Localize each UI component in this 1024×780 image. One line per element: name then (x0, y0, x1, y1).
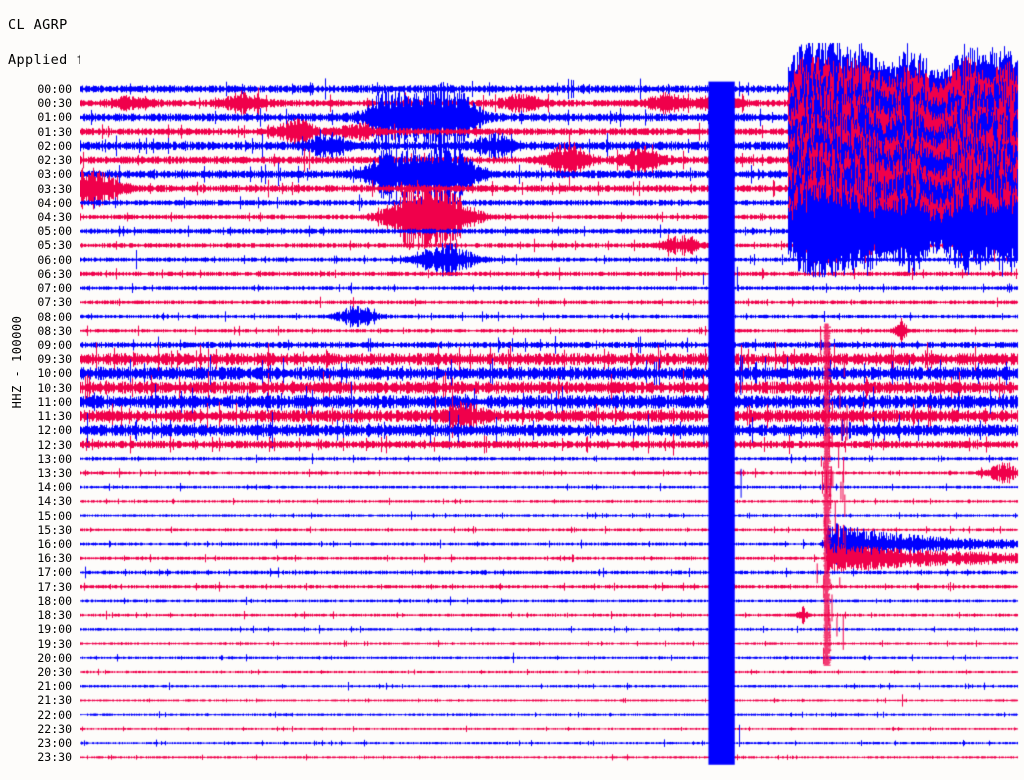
time-tick-label: 00:30 (37, 96, 72, 111)
time-tick-label: 07:30 (37, 295, 72, 310)
time-tick-label: 10:00 (37, 366, 72, 381)
time-tick-label: 16:30 (37, 551, 72, 566)
station-id: CL AGRP (8, 17, 68, 33)
time-tick-label: 09:30 (37, 352, 72, 367)
time-tick-label: 05:00 (37, 224, 72, 239)
time-tick-label: 18:30 (37, 608, 72, 623)
time-tick-label: 07:00 (37, 281, 72, 296)
time-tick-label: 06:30 (37, 266, 72, 281)
time-tick-label: 06:00 (37, 252, 72, 267)
time-tick-label: 23:00 (37, 736, 72, 751)
time-tick-label: 02:30 (37, 153, 72, 168)
time-tick-label: 23:30 (37, 750, 72, 765)
time-tick-label: 05:30 (37, 238, 72, 253)
time-tick-label: 02:00 (37, 138, 72, 153)
time-tick-label: 01:30 (37, 124, 72, 139)
time-tick-label: 01:00 (37, 110, 72, 125)
time-tick-label: 14:30 (37, 494, 72, 509)
time-tick-label: 19:30 (37, 636, 72, 651)
time-tick-label: 16:00 (37, 537, 72, 552)
time-tick-label: 08:30 (37, 323, 72, 338)
time-tick-label: 17:30 (37, 579, 72, 594)
time-tick-label: 15:00 (37, 508, 72, 523)
time-tick-label: 22:00 (37, 707, 72, 722)
time-tick-label: 08:00 (37, 309, 72, 324)
time-tick-label: 04:30 (37, 209, 72, 224)
seismogram-canvas (80, 0, 1024, 780)
time-tick-label: 00:00 (37, 82, 72, 96)
time-tick-label: 14:00 (37, 480, 72, 495)
time-tick-label: 21:30 (37, 693, 72, 708)
time-tick-label: 15:30 (37, 522, 72, 537)
time-tick-label: 11:30 (37, 409, 72, 424)
time-tick-label: 11:00 (37, 394, 72, 409)
time-tick-label: 10:30 (37, 380, 72, 395)
time-tick-label: 22:30 (37, 721, 72, 736)
time-tick-label: 03:00 (37, 167, 72, 182)
time-tick-label: 18:00 (37, 593, 72, 608)
time-tick-label: 20:00 (37, 650, 72, 665)
time-tick-label: 12:00 (37, 423, 72, 438)
time-tick-label: 13:00 (37, 451, 72, 466)
seismogram-plot[interactable] (80, 0, 1024, 780)
time-tick-label: 21:00 (37, 679, 72, 694)
time-axis: 00:00 00:30 01:00 01:30 02:00 02:30 03:00 03:30… (0, 0, 80, 780)
time-tick-label: 13:30 (37, 465, 72, 480)
time-tick-label: 04:00 (37, 195, 72, 210)
time-tick-label: 12:30 (37, 437, 72, 452)
time-tick-label: 09:00 (37, 337, 72, 352)
time-tick-label: 03:30 (37, 181, 72, 196)
time-tick-label: 17:00 (37, 565, 72, 580)
time-tick-label: 19:00 (37, 622, 72, 637)
time-tick-label: 20:30 (37, 665, 72, 680)
